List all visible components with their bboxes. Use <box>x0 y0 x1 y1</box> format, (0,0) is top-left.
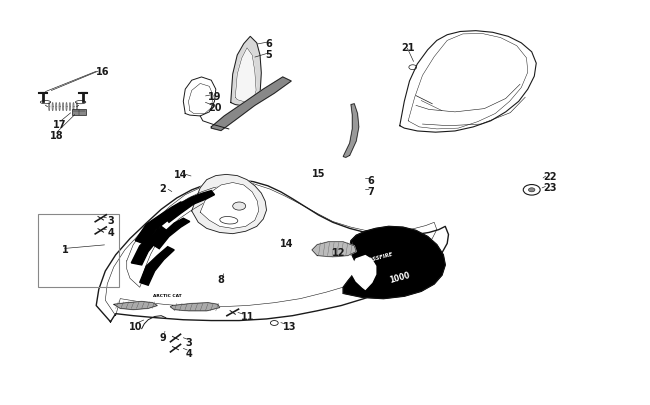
Polygon shape <box>352 256 376 290</box>
Text: 10: 10 <box>129 321 142 331</box>
Polygon shape <box>343 104 359 158</box>
Polygon shape <box>131 227 168 265</box>
Text: 23: 23 <box>543 182 556 192</box>
Text: 12: 12 <box>332 247 345 257</box>
Polygon shape <box>164 191 215 223</box>
Polygon shape <box>135 202 187 244</box>
Polygon shape <box>127 186 226 288</box>
Ellipse shape <box>220 217 238 224</box>
Text: 15: 15 <box>312 168 326 178</box>
Text: 1: 1 <box>62 244 68 254</box>
Text: CROSSFIRE: CROSSFIRE <box>360 251 394 264</box>
Bar <box>72 109 86 115</box>
Text: 2: 2 <box>159 183 166 193</box>
Polygon shape <box>400 32 536 133</box>
Text: 16: 16 <box>96 67 110 77</box>
Polygon shape <box>343 227 445 299</box>
Text: 4: 4 <box>185 348 192 358</box>
Polygon shape <box>153 219 190 249</box>
Polygon shape <box>114 302 157 310</box>
Text: 4: 4 <box>107 228 114 238</box>
Text: 19: 19 <box>208 92 222 101</box>
Text: 6: 6 <box>265 39 272 49</box>
Text: 14: 14 <box>174 170 188 180</box>
Text: 1000: 1000 <box>389 271 411 284</box>
Circle shape <box>528 188 535 192</box>
Polygon shape <box>170 303 220 311</box>
Bar <box>38 215 119 288</box>
Text: 9: 9 <box>159 332 166 342</box>
Text: 21: 21 <box>402 43 415 53</box>
Text: 13: 13 <box>283 321 296 331</box>
Text: 3: 3 <box>107 216 114 226</box>
Text: 14: 14 <box>280 239 293 249</box>
Polygon shape <box>235 49 256 103</box>
Text: 7: 7 <box>367 186 374 196</box>
Polygon shape <box>231 37 261 107</box>
Text: 5: 5 <box>265 50 272 60</box>
Polygon shape <box>200 183 259 229</box>
Text: 18: 18 <box>50 131 64 141</box>
Text: 3: 3 <box>185 337 192 347</box>
Polygon shape <box>312 242 356 257</box>
Polygon shape <box>192 175 266 234</box>
Text: 8: 8 <box>218 275 225 284</box>
Polygon shape <box>96 180 448 322</box>
Text: 22: 22 <box>543 171 556 181</box>
Circle shape <box>233 202 246 211</box>
Polygon shape <box>183 78 216 117</box>
Polygon shape <box>140 247 174 286</box>
Text: 6: 6 <box>367 175 374 185</box>
Text: 17: 17 <box>53 120 67 130</box>
Text: 11: 11 <box>240 312 254 322</box>
Text: ARCTIC CAT: ARCTIC CAT <box>153 294 182 298</box>
Polygon shape <box>211 78 291 131</box>
Text: 20: 20 <box>208 102 222 112</box>
